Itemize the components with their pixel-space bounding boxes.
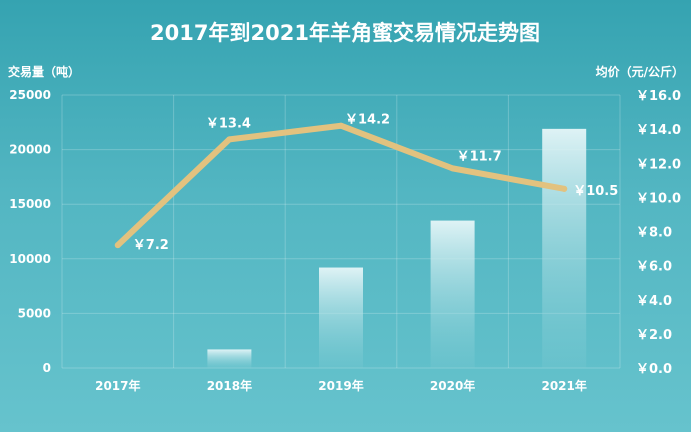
- x-tick-label: 2018年: [207, 378, 252, 393]
- right-axis-title: 均价（元/公斤）: [596, 64, 684, 79]
- right-tick-label: ￥10.0: [636, 191, 681, 206]
- bar-layer: [207, 128, 587, 368]
- left-tick-label: 25000: [9, 88, 51, 102]
- line-data-label: ￥7.2: [133, 238, 169, 253]
- left-tick-label: 0: [43, 361, 51, 375]
- line-data-label: ￥11.7: [457, 149, 502, 164]
- x-tick-label: 2017年: [95, 378, 140, 393]
- right-tick-label: ￥6.0: [636, 260, 672, 275]
- right-tick-label: ￥16.0: [636, 89, 681, 104]
- left-tick-label: 15000: [9, 197, 51, 211]
- line-point: [561, 185, 568, 192]
- right-tick-label: ￥2.0: [636, 328, 672, 343]
- price-line: [114, 122, 568, 249]
- left-axis-title: 交易量（吨）: [8, 64, 80, 79]
- axis-layer: 0 5000 10000 15000 20000 25000 ￥0.0 ￥2.0 ￥4.0 ￥6.…: [9, 88, 681, 393]
- label-layer: ￥7.2 ￥13.4 ￥14.2 ￥11.7 ￥10.5: [133, 113, 618, 253]
- line-data-label: ￥13.4: [206, 116, 251, 131]
- bar: [430, 220, 475, 368]
- line-point: [114, 242, 121, 249]
- right-tick-label: ￥14.0: [636, 123, 681, 138]
- bar: [319, 267, 363, 368]
- grid-layer: [61, 94, 621, 369]
- line-data-label: ￥10.5: [573, 184, 618, 199]
- chart-title: 2017年到2021年羊角蜜交易情况走势图: [150, 21, 540, 45]
- x-tick-label: 2019年: [318, 378, 363, 393]
- bar: [542, 128, 587, 368]
- line-point: [338, 122, 344, 129]
- left-tick-label: 5000: [18, 306, 51, 320]
- x-tick-label: 2020年: [430, 378, 475, 393]
- line-point: [449, 165, 456, 172]
- right-tick-label: ￥8.0: [636, 226, 672, 241]
- left-tick-label: 20000: [9, 143, 51, 157]
- bar: [207, 349, 252, 368]
- right-tick-label: ￥4.0: [636, 294, 672, 309]
- line-data-label: ￥14.2: [345, 113, 390, 128]
- right-tick-label: ￥0.0: [636, 362, 672, 377]
- line-layer: [114, 122, 568, 249]
- x-tick-label: 2021年: [541, 378, 586, 393]
- line-point: [226, 136, 233, 143]
- left-tick-label: 10000: [9, 252, 51, 266]
- right-tick-label: ￥12.0: [636, 157, 681, 172]
